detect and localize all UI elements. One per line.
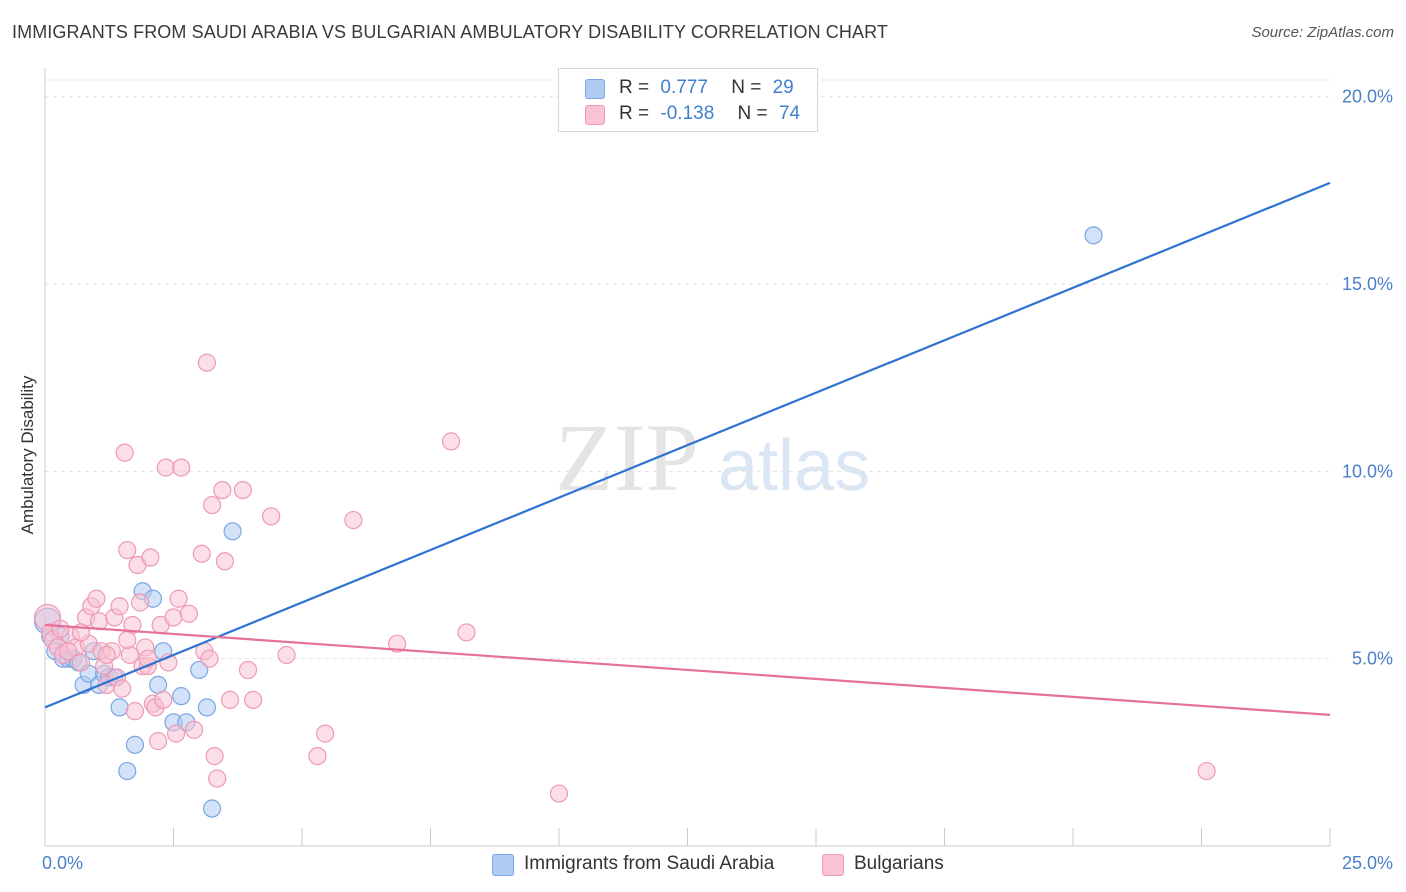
bulgarian-trend-line (44, 623, 1331, 716)
bulgarian-point (166, 724, 186, 743)
legend-r-value: 0.777 (660, 77, 708, 98)
bulgarian-point (308, 746, 327, 766)
bulgarian-point (262, 507, 281, 526)
stats-legend: R = 0.777 N = 29 R = -0.138 N = 74 (558, 68, 818, 132)
bulgarian-point (115, 443, 134, 462)
watermark-atlas: atlas (718, 426, 870, 506)
bulgarian-point (141, 548, 160, 567)
bulgarian-point (154, 690, 173, 709)
legend-label-saudi: Immigrants from Saudi Arabia (524, 853, 775, 874)
y-tick-label: 20.0% (1342, 87, 1393, 107)
bulgarian-point (233, 480, 252, 500)
y-tick-label: 10.0% (1342, 461, 1393, 481)
legend-n-label: N = (737, 103, 768, 124)
saudi-point (1084, 226, 1103, 245)
bulgarian-point (169, 589, 188, 608)
legend-r-label: R = (619, 77, 650, 98)
bulgarian-point (156, 458, 175, 477)
grid-lines (45, 79, 1330, 660)
y-tick-label: 15.0% (1342, 274, 1393, 294)
x-tick-label: 25.0% (1342, 853, 1393, 873)
data-points (33, 226, 1216, 818)
saudi-trend-line (44, 181, 1331, 709)
bulgarian-point (441, 432, 461, 451)
watermark: ZIP atlas (555, 404, 870, 511)
bulgarian-point (277, 645, 296, 665)
bulgarian-point (59, 642, 78, 661)
bulgarian-point (387, 634, 407, 653)
bulgarian-point (130, 593, 150, 612)
bulgarian-point (200, 649, 219, 668)
bulgarian-point (164, 608, 183, 627)
bulgarian-point (71, 653, 91, 672)
bulgarian-point (184, 720, 204, 739)
legend-swatch-pink (585, 105, 605, 125)
bulgarian-point (148, 732, 168, 751)
bulgarian-point (125, 702, 145, 721)
bulgarian-point (97, 645, 116, 665)
legend-n-label: N = (731, 77, 762, 98)
bulgarian-point (192, 544, 211, 563)
saudi-point (202, 799, 222, 818)
axes (44, 68, 1331, 847)
legend-swatch-blue (585, 79, 605, 99)
source-label: Source: ZipAtlas.com (1251, 24, 1394, 41)
bulgarian-point (197, 353, 217, 372)
bulgarian-point (1197, 761, 1216, 781)
watermark-zip: ZIP (555, 404, 699, 511)
bulgarian-point (118, 540, 137, 560)
saudi-point (172, 687, 191, 706)
legend-n-value: 29 (772, 77, 794, 98)
bulgarian-point (238, 660, 258, 680)
bulgarian-point (205, 746, 224, 766)
bulgarian-point (549, 784, 569, 803)
x-tick-label: 0.0% (42, 853, 83, 873)
legend-r-label: R = (619, 103, 650, 124)
bulgarian-point (179, 604, 199, 623)
bulgarian-point (215, 552, 234, 571)
bulgarian-point (118, 630, 137, 650)
chart-title: IMMIGRANTS FROM SAUDI ARABIA VS BULGARIA… (12, 22, 888, 42)
bulgarian-point (344, 510, 363, 530)
tick-labels: 5.0% 10.0% 15.0% 20.0% 0.0% 25.0% (42, 87, 1393, 873)
trend-lines (44, 181, 1331, 716)
bulgarian-point (213, 480, 232, 500)
bulgarian-point (457, 623, 476, 642)
legend-swatch-blue (492, 854, 514, 876)
saudi-point (223, 522, 242, 541)
saudi-point (190, 660, 209, 680)
bulgarian-point (316, 724, 335, 743)
saudi-point (110, 698, 129, 717)
series-legend: Immigrants from Saudi Arabia Bulgarians (0, 852, 1406, 878)
bulgarian-point (110, 597, 129, 616)
saudi-point (118, 761, 137, 781)
bulgarian-point (172, 458, 191, 477)
saudi-point (125, 735, 145, 754)
bulgarian-point (244, 690, 263, 709)
legend-r-value: -0.138 (660, 103, 715, 124)
legend-label-bulgarians: Bulgarians (854, 853, 944, 874)
bulgarian-point (51, 619, 70, 638)
bulgarian-point (112, 679, 132, 698)
legend-swatch-pink (822, 854, 844, 876)
y-tick-label: 5.0% (1352, 649, 1393, 669)
saudi-point (197, 698, 217, 717)
legend-n-value: 74 (778, 103, 801, 124)
bulgarian-point (87, 589, 106, 608)
bulgarian-point (89, 612, 109, 631)
bulgarian-point (220, 690, 240, 709)
bulgarian-point (202, 495, 222, 515)
bulgarian-point (208, 769, 227, 788)
